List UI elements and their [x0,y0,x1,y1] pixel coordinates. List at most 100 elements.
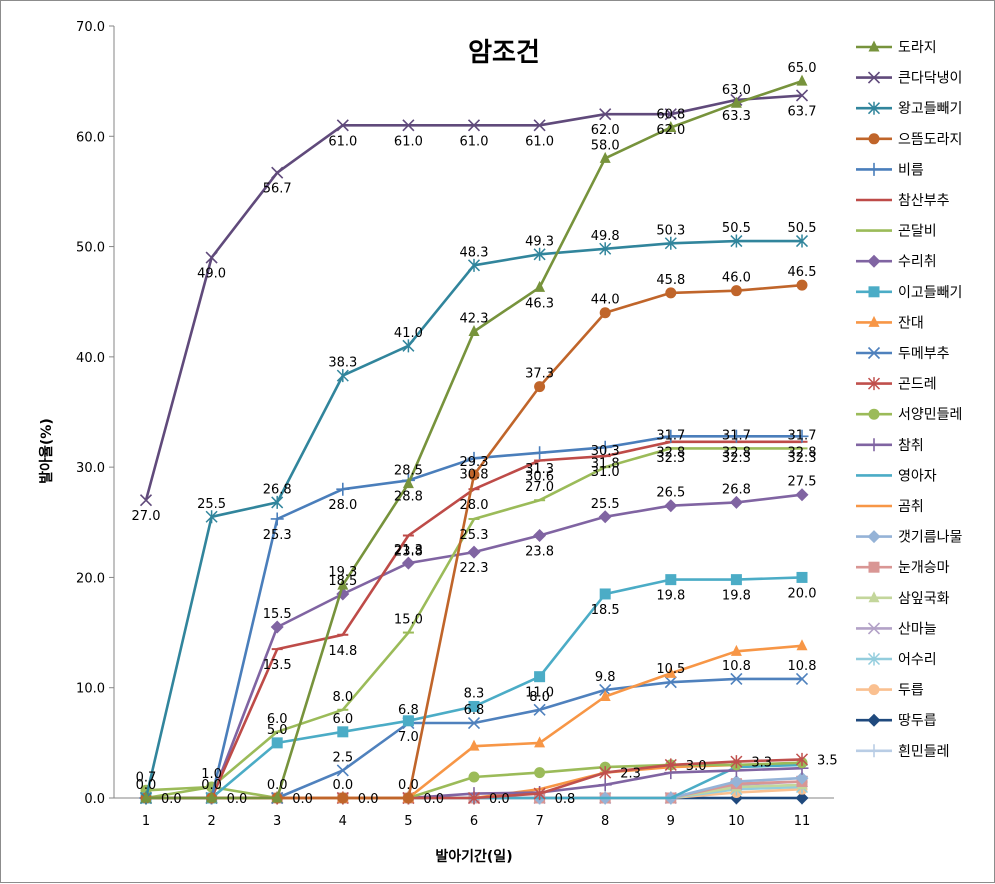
data-label: 56.7 [263,182,292,197]
data-point [402,792,414,804]
data-label: 8.0 [332,690,353,705]
y-tick-label: 50.0 [76,241,105,256]
data-point [795,89,809,102]
data-point [467,451,481,465]
data-label: 6.8 [398,703,419,718]
data-point [598,510,612,524]
legend-item: 잔대 [856,315,924,331]
data-label: 30.3 [591,444,620,459]
data-label: 6.0 [332,712,353,727]
legend-label: 산마늘 [898,621,937,637]
data-label: 23.8 [525,545,554,560]
legend-label: 곤달비 [898,224,937,240]
data-label: 42.3 [460,311,489,326]
legend-label: 흰민들레 [898,744,950,760]
data-point [599,683,612,696]
legend-item: 큰다닥냉이 [856,71,962,87]
legend-marker [867,254,881,268]
data-point [468,739,480,751]
data-label: 6.8 [464,703,485,718]
legend-label: 잔대 [898,315,924,331]
legend-marker [868,133,880,145]
legend-marker [868,315,880,327]
legend-marker [867,377,881,391]
data-point [599,151,611,163]
data-label: 2.3 [620,767,641,782]
data-label: 8.3 [464,686,485,701]
y-tick-label: 40.0 [76,351,105,366]
data-label: 49.3 [525,234,554,249]
data-point [533,119,546,132]
legend-marker [867,162,881,176]
legend-item: 영아자 [856,468,937,484]
legend-label: 어수리 [898,652,937,668]
data-point [467,791,481,805]
data-point [730,285,742,297]
x-tick-label: 7 [535,814,543,829]
legend-label: 영아자 [898,468,937,484]
data-label: 0.0 [227,792,248,807]
data-label: 9.8 [595,670,616,685]
data-label: 30.6 [525,470,554,485]
data-point [402,715,414,727]
data-point [533,529,547,543]
data-point [468,324,480,336]
data-label: 0.8 [555,792,576,807]
data-label: 26.5 [656,486,685,501]
data-label: 0.0 [292,792,313,807]
data-label: 25.5 [197,497,226,512]
data-label: 61.0 [525,134,554,149]
legend-label: 으뜸도라지 [898,132,962,148]
data-point [336,369,349,383]
data-label: 18.5 [591,603,620,618]
data-point [533,703,546,716]
x-tick-label: 2 [207,814,215,829]
data-label: 19.8 [656,589,685,604]
data-label: 28.8 [394,489,423,504]
data-label: 32.8 [788,445,817,460]
legend-label: 도라지 [898,40,937,56]
data-point [599,108,612,121]
data-point [140,791,152,803]
series-7 [140,447,808,800]
data-point [533,247,546,261]
data-label: 19.3 [328,565,357,580]
data-point [665,666,677,678]
data-point [598,440,612,454]
legend-marker [868,684,880,696]
data-label: 0.7 [136,770,157,785]
data-point [599,242,612,256]
data-label: 49.8 [591,229,620,244]
data-point [599,766,612,780]
data-point [402,339,415,353]
data-point [665,120,677,132]
data-point [795,752,809,766]
data-point [271,166,284,179]
legend-item: 곤드레 [856,377,937,393]
data-point [664,758,677,772]
data-point [206,791,218,803]
data-point [795,771,809,785]
y-tick-label: 30.0 [76,461,105,476]
data-point [665,287,677,299]
data-point [795,429,809,443]
legend-label: 이고들빼기 [898,285,962,301]
data-label: 0.0 [161,792,182,807]
data-point [598,778,612,792]
legend-marker [867,622,881,635]
data-label: 44.0 [591,293,620,308]
legend-item: 삼잎국화 [856,591,950,607]
data-label: 37.3 [525,367,554,382]
x-tick-label: 6 [470,814,478,829]
legend-item: 어수리 [856,652,937,668]
legend-label: 두메부추 [898,346,950,362]
legend-marker [867,101,881,115]
data-point [205,251,218,264]
data-point [795,791,809,805]
data-point [534,280,546,292]
legend-item: 갯기름나물 [856,530,963,546]
data-point [468,469,480,481]
data-point [139,494,153,507]
data-point [271,791,283,803]
